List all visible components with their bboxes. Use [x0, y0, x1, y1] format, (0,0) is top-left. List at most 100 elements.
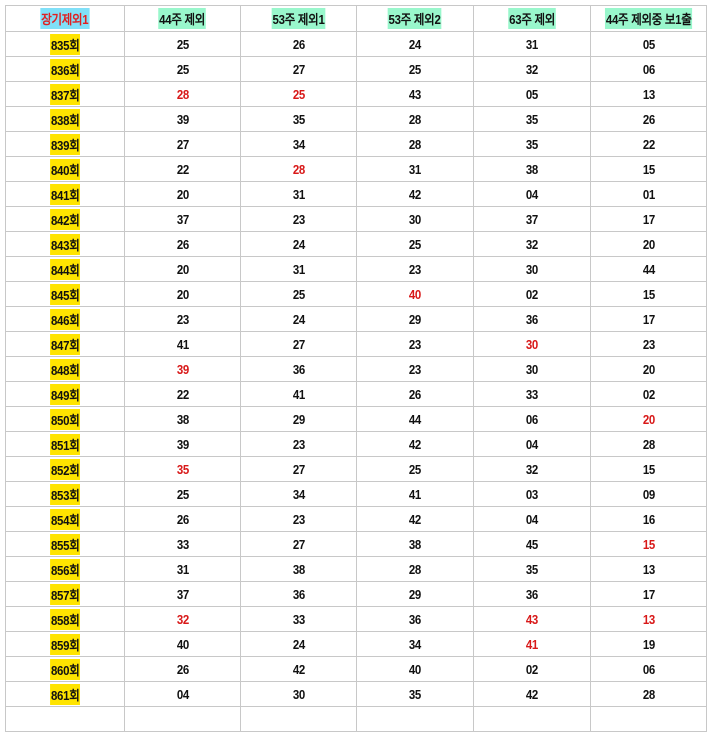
cell-value: 35	[292, 111, 305, 127]
cell-value: 25	[292, 86, 305, 102]
cell-value: 35	[525, 136, 539, 152]
cell-value: 31	[525, 36, 539, 52]
value-cell: 37	[473, 206, 591, 232]
cell-value: 06	[642, 661, 655, 677]
cell-value: 34	[292, 136, 305, 152]
value-cell: 42	[356, 506, 474, 532]
empty-cell	[5, 706, 125, 732]
cell-value: 16	[642, 511, 655, 527]
cell-value: 25	[408, 236, 422, 252]
value-cell: 23	[124, 306, 241, 332]
cell-value: 33	[176, 536, 189, 552]
cell-value: 04	[525, 436, 539, 452]
empty-cell	[240, 706, 357, 732]
value-cell: 33	[473, 381, 591, 407]
cell-value: 35	[176, 461, 189, 477]
cell-value: 40	[408, 286, 422, 302]
value-cell: 41	[124, 331, 241, 357]
cell-value: 15	[642, 461, 655, 477]
cell-value: 31	[292, 186, 305, 202]
cell-value: 35	[525, 111, 539, 127]
cell-value: 27	[176, 136, 189, 152]
cell-value: 39	[176, 361, 189, 377]
cell-value: 42	[408, 511, 422, 527]
table-row: 860회 26 42 40 02 06	[5, 656, 707, 682]
header-cell: 44주 제외	[124, 5, 241, 32]
value-cell: 06	[590, 56, 707, 82]
value-cell: 42	[356, 431, 474, 457]
cell-value: 22	[176, 161, 189, 177]
value-cell: 19	[590, 631, 707, 657]
cell-value: 23	[292, 436, 305, 452]
cell-value: 02	[525, 661, 539, 677]
header-label: 53주 제외1	[271, 8, 326, 29]
value-cell: 20	[124, 181, 241, 207]
cell-value: 19	[642, 636, 655, 652]
cell-value: 25	[176, 486, 189, 502]
cell-value: 20	[642, 236, 655, 252]
value-cell: 28	[356, 106, 474, 132]
value-cell: 31	[473, 31, 591, 57]
value-cell: 23	[356, 331, 474, 357]
cell-value: 20	[176, 286, 189, 302]
header-label: 44주 제외중 보1출	[604, 8, 693, 29]
table-row: 856회 31 38 28 35 13	[5, 556, 707, 582]
value-cell: 27	[240, 56, 357, 82]
value-cell: 23	[240, 206, 357, 232]
round-cell: 835회	[5, 31, 125, 57]
cell-value: 26	[408, 386, 422, 402]
table-row: 835회 25 26 24 31 05	[5, 31, 707, 57]
table-row: 855회 33 27 38 45 15	[5, 531, 707, 557]
cell-value: 30	[525, 361, 539, 377]
value-cell: 35	[356, 681, 474, 707]
table-row: 841회 20 31 42 04 01	[5, 181, 707, 207]
cell-value: 32	[176, 611, 189, 627]
round-cell: 841회	[5, 181, 125, 207]
value-cell: 31	[356, 156, 474, 182]
cell-value: 28	[408, 111, 422, 127]
round-label: 858회	[49, 608, 81, 630]
value-cell: 35	[473, 106, 591, 132]
cell-value: 38	[525, 161, 539, 177]
cell-value: 38	[176, 411, 189, 427]
value-cell: 25	[356, 56, 474, 82]
cell-value: 15	[642, 536, 655, 552]
round-label: 849회	[49, 383, 81, 405]
round-cell: 849회	[5, 381, 125, 407]
value-cell: 23	[356, 356, 474, 382]
value-cell: 26	[356, 381, 474, 407]
round-label: 857회	[49, 583, 81, 605]
value-cell: 28	[124, 81, 241, 107]
round-label: 850회	[49, 408, 81, 430]
cell-value: 27	[292, 461, 305, 477]
value-cell: 30	[473, 356, 591, 382]
value-cell: 39	[124, 356, 241, 382]
cell-value: 26	[176, 661, 189, 677]
value-cell: 26	[590, 106, 707, 132]
cell-value: 43	[408, 86, 422, 102]
cell-value: 28	[408, 136, 422, 152]
round-label: 853회	[49, 483, 81, 505]
table-row: 851회 39 23 42 04 28	[5, 431, 707, 457]
cell-value: 32	[525, 61, 539, 77]
round-cell: 838회	[5, 106, 125, 132]
round-cell: 845회	[5, 281, 125, 307]
round-cell: 856회	[5, 556, 125, 582]
cell-value: 17	[642, 311, 655, 327]
table-body: 835회 25 26 24 31 05 836회 25 27 25 32 06 837회 28 25 43 05…	[5, 31, 707, 732]
cell-value: 06	[642, 61, 655, 77]
value-cell: 32	[473, 56, 591, 82]
value-cell: 42	[473, 681, 591, 707]
value-cell: 41	[473, 631, 591, 657]
round-label: 838회	[49, 108, 81, 130]
cell-value: 04	[525, 511, 539, 527]
value-cell: 31	[240, 181, 357, 207]
cell-value: 30	[408, 211, 422, 227]
table-row: 848회 39 36 23 30 20	[5, 356, 707, 382]
round-label: 846회	[49, 308, 81, 330]
round-label: 852회	[49, 458, 81, 480]
cell-value: 44	[408, 411, 422, 427]
round-cell: 853회	[5, 481, 125, 507]
value-cell: 30	[356, 206, 474, 232]
round-label: 851회	[49, 433, 81, 455]
